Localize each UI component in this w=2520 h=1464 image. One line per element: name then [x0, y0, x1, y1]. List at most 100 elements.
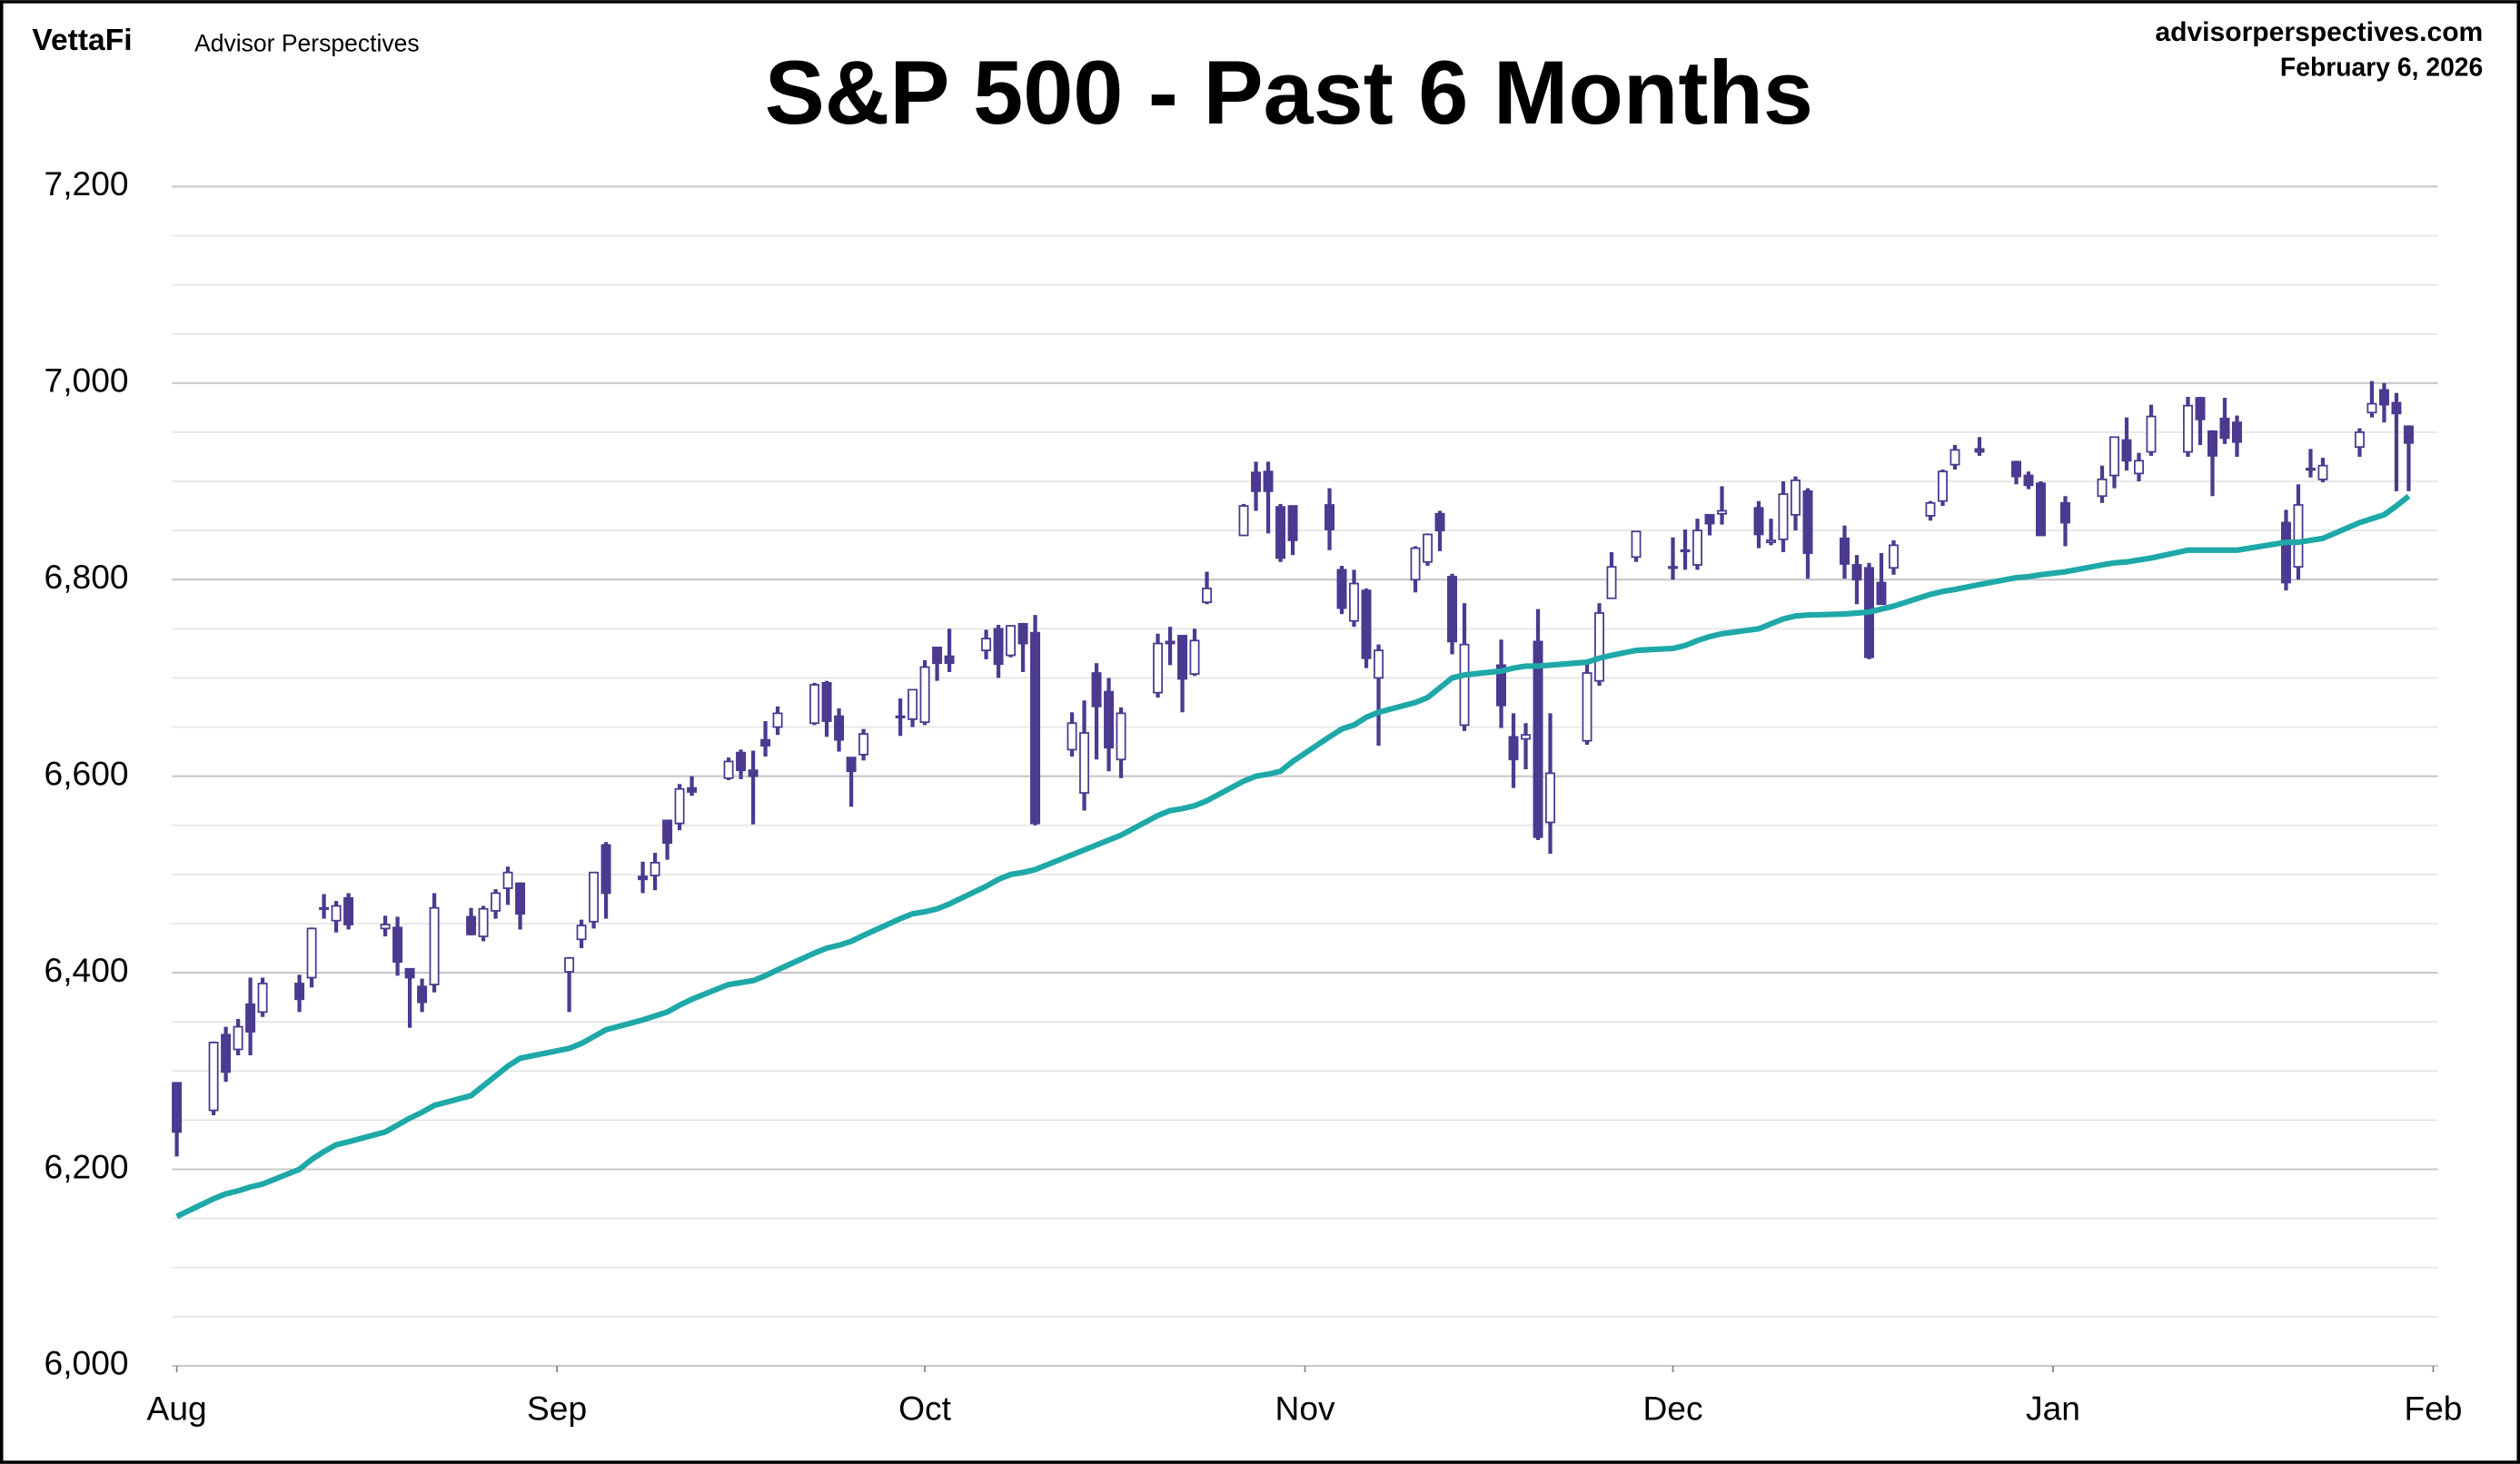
- candle-body: [723, 760, 734, 779]
- candle-body: [491, 892, 501, 912]
- candle-body: [2354, 431, 2365, 449]
- candle-wick: [1707, 514, 1712, 536]
- candle-body: [1177, 635, 1188, 680]
- candle-body: [1287, 505, 1298, 541]
- candle-body: [1606, 566, 1617, 599]
- candle-body: [1889, 544, 1899, 569]
- candle-body: [1189, 639, 1200, 675]
- candle-body: [2060, 501, 2070, 524]
- candle-body: [257, 983, 268, 1014]
- candle-body: [2207, 430, 2217, 457]
- candle-wick: [1020, 622, 1026, 672]
- candle-body: [760, 738, 771, 747]
- candle-wick: [750, 750, 756, 825]
- candle-body: [1876, 581, 1887, 606]
- candle-body: [1006, 625, 1017, 657]
- candle-body: [809, 684, 820, 725]
- candle-body: [1521, 734, 1532, 740]
- candle-body: [908, 688, 918, 720]
- candle-body: [1067, 722, 1077, 751]
- candle-wick: [1879, 553, 1884, 605]
- candle-body: [1202, 588, 1213, 604]
- candle-body: [2036, 482, 2046, 537]
- candle-body: [662, 819, 673, 845]
- candle-body: [1753, 507, 1764, 536]
- candle-body: [736, 751, 747, 772]
- candle-body: [319, 906, 330, 910]
- candle-body: [2317, 464, 2328, 480]
- candle-body: [1361, 589, 1372, 659]
- y-tick-label: 6,400: [45, 951, 129, 989]
- candle-body: [1238, 505, 1249, 537]
- candle-wick: [2369, 381, 2375, 418]
- candle-wick: [567, 956, 571, 1013]
- candle-wick: [2210, 430, 2215, 497]
- candle-wick: [1671, 537, 1675, 580]
- candle-wick: [1523, 723, 1528, 770]
- candle-body: [2097, 478, 2108, 498]
- candle-body: [1091, 672, 1102, 707]
- candle-body: [404, 967, 415, 979]
- candle-body: [919, 666, 930, 724]
- candle-body: [687, 786, 698, 793]
- candle-body: [834, 715, 845, 741]
- candle-body: [2134, 460, 2144, 475]
- candle-wick: [1977, 437, 1982, 456]
- candle-body: [1974, 448, 1985, 453]
- candle-body: [932, 647, 943, 665]
- candle-body: [944, 655, 955, 665]
- candle-body: [478, 907, 489, 937]
- candle-wick: [1167, 627, 1173, 666]
- candle-body: [2182, 404, 2193, 453]
- candle-body: [1374, 649, 1384, 679]
- candle-body: [1950, 449, 1960, 466]
- candle-body: [1104, 690, 1115, 749]
- candle-wick: [763, 721, 768, 757]
- candle-body: [2305, 468, 2316, 471]
- plot-area: 6,000 6,200 6,400 6,600 6,800 7,000 7,200 Aug Se…: [45, 164, 2463, 1427]
- candle-wick: [690, 776, 694, 796]
- x-tick-label: Jan: [2026, 1389, 2080, 1427]
- candle-body: [772, 712, 783, 728]
- candle-body: [1423, 533, 1434, 563]
- candle-body: [2219, 417, 2230, 440]
- candle-body: [1582, 672, 1592, 742]
- candle-body: [2146, 415, 2157, 453]
- candle-body: [2293, 504, 2304, 569]
- candle-wick: [2394, 392, 2399, 491]
- candle-body: [1324, 504, 1335, 530]
- y-tick-label: 6,200: [45, 1147, 129, 1185]
- candle-body: [821, 681, 832, 722]
- candle-body: [1349, 582, 1360, 622]
- candle-body: [2391, 401, 2402, 415]
- candle-body: [748, 769, 759, 777]
- candle-body: [1545, 772, 1556, 824]
- candle-body: [1680, 549, 1691, 553]
- candle-body: [172, 1082, 183, 1133]
- candle-body: [2011, 460, 2021, 478]
- brand: VettaFi: [32, 24, 132, 57]
- candle-body: [589, 871, 600, 923]
- candle-wick: [848, 757, 854, 807]
- date: February 6, 2026: [2280, 53, 2483, 82]
- x-tick-label: Dec: [1642, 1389, 1702, 1427]
- candle-body: [1030, 631, 1041, 825]
- candle-body: [2231, 421, 2242, 443]
- y-tick-label: 7,200: [45, 164, 129, 203]
- candle-body: [1840, 537, 1850, 565]
- candle-body: [2366, 402, 2377, 414]
- y-tick-label: 6,600: [45, 754, 129, 792]
- candle-body: [1778, 493, 1789, 540]
- candle-wick: [2406, 425, 2411, 491]
- candle-body: [2195, 397, 2206, 420]
- candle-wick: [1265, 461, 1271, 534]
- chart-title: S&P 500 - Past 6 Months: [765, 42, 1813, 143]
- candle-body: [993, 628, 1004, 666]
- candle-body: [2403, 425, 2414, 444]
- x-tick-label: Feb: [2404, 1389, 2462, 1427]
- candle-body: [1851, 564, 1862, 581]
- candle-body: [1717, 509, 1727, 515]
- candle-body: [502, 871, 513, 889]
